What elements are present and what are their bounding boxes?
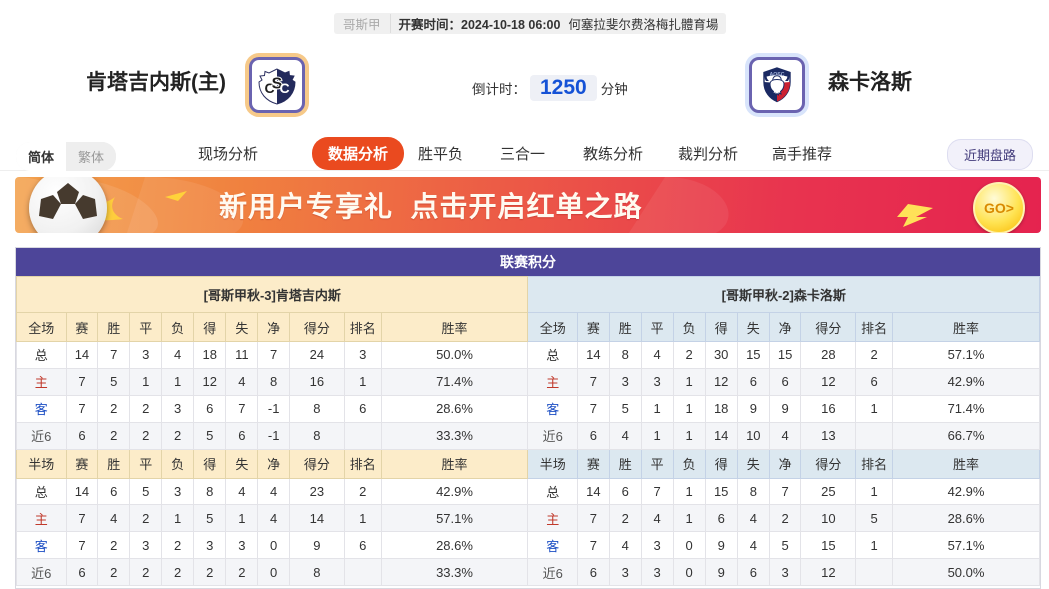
svg-text:C: C bbox=[279, 80, 289, 96]
